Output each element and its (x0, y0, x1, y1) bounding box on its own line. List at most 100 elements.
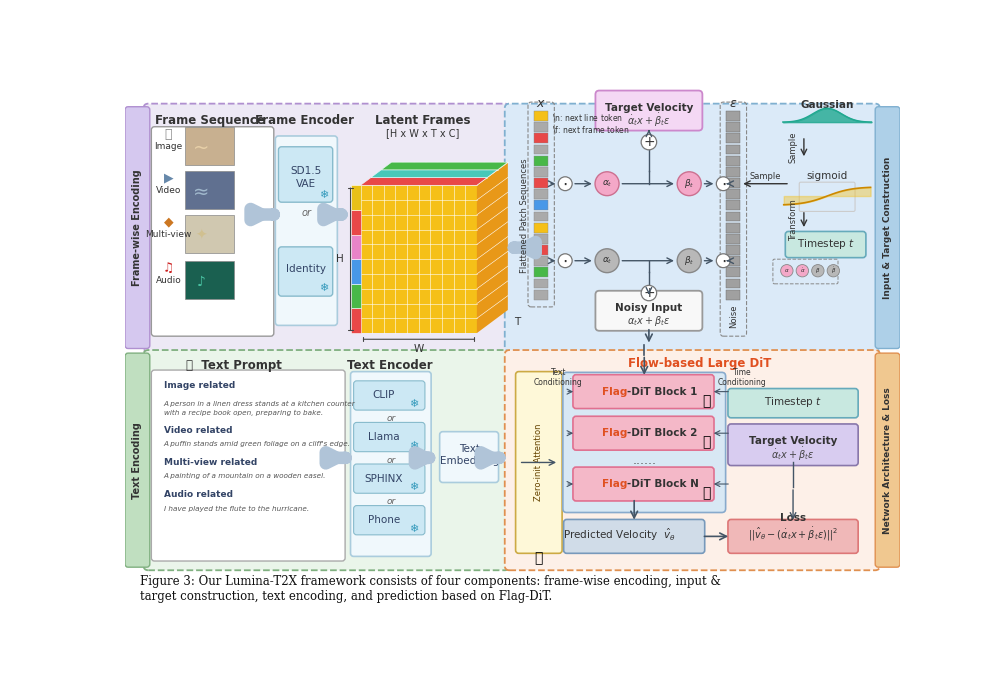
FancyBboxPatch shape (534, 122, 548, 132)
FancyBboxPatch shape (534, 223, 548, 233)
Text: Frame Sequence: Frame Sequence (155, 114, 265, 127)
Text: 🔥: 🔥 (702, 486, 710, 500)
Text: A puffin stands amid green foliage on a cliff's edge.: A puffin stands amid green foliage on a … (164, 441, 351, 447)
FancyBboxPatch shape (125, 107, 150, 349)
Text: 📝  Text Prompt: 📝 Text Prompt (186, 359, 281, 372)
Text: $\cdot$: $\cdot$ (562, 252, 568, 269)
Text: -DiT Block N: -DiT Block N (627, 479, 699, 489)
FancyBboxPatch shape (144, 350, 509, 570)
Text: with a recipe book open, preparing to bake.: with a recipe book open, preparing to ba… (164, 410, 323, 417)
Text: $+$: $+$ (643, 135, 655, 149)
FancyBboxPatch shape (726, 290, 740, 300)
FancyBboxPatch shape (185, 127, 234, 166)
Text: A painting of a mountain on a wooden easel.: A painting of a mountain on a wooden eas… (164, 473, 326, 479)
FancyBboxPatch shape (351, 210, 361, 235)
Circle shape (716, 254, 730, 267)
Circle shape (677, 249, 701, 273)
FancyBboxPatch shape (875, 107, 900, 349)
FancyBboxPatch shape (354, 464, 425, 493)
FancyBboxPatch shape (278, 147, 333, 202)
Text: Phone: Phone (368, 515, 400, 525)
Text: $\cdot$: $\cdot$ (562, 174, 568, 193)
Text: [H x W x T x C]: [H x W x T x C] (386, 128, 459, 138)
Text: Audio: Audio (156, 276, 181, 285)
Text: Text
Embedding: Text Embedding (440, 444, 499, 466)
Text: VAE: VAE (296, 179, 316, 189)
FancyBboxPatch shape (534, 144, 548, 155)
Text: Noisy Input: Noisy Input (615, 304, 683, 313)
FancyBboxPatch shape (726, 111, 740, 121)
FancyBboxPatch shape (726, 122, 740, 132)
FancyBboxPatch shape (351, 259, 361, 284)
Text: Image: Image (154, 142, 183, 151)
Text: $\cdot$: $\cdot$ (721, 174, 726, 193)
Text: ◆: ◆ (164, 215, 173, 228)
Text: Audio related: Audio related (164, 490, 233, 499)
Text: Figure 3: Our Lumina-T2X framework consists of four components: frame-wise encod: Figure 3: Our Lumina-T2X framework consi… (140, 575, 721, 603)
FancyBboxPatch shape (351, 371, 431, 556)
Circle shape (641, 135, 657, 150)
Text: CLIP: CLIP (373, 391, 395, 400)
FancyBboxPatch shape (595, 291, 702, 331)
FancyBboxPatch shape (534, 256, 548, 266)
FancyBboxPatch shape (185, 261, 234, 299)
Text: Image related: Image related (164, 381, 235, 390)
Text: 🔥: 🔥 (702, 436, 710, 449)
Text: $\dot{\beta}$: $\dot{\beta}$ (831, 265, 836, 276)
Circle shape (781, 265, 793, 277)
Text: Timestep $t$: Timestep $t$ (764, 395, 822, 410)
Text: ❄: ❄ (319, 189, 328, 200)
Text: Timestep $t$: Timestep $t$ (797, 237, 855, 251)
Polygon shape (381, 162, 508, 170)
FancyBboxPatch shape (351, 235, 361, 259)
Text: Flag: Flag (602, 386, 627, 397)
Text: $\beta_t$: $\beta_t$ (684, 177, 694, 190)
Polygon shape (477, 162, 508, 333)
FancyBboxPatch shape (275, 136, 337, 326)
Text: $+$: $+$ (643, 286, 655, 300)
FancyBboxPatch shape (534, 133, 548, 143)
Text: Flag: Flag (602, 428, 627, 438)
Circle shape (558, 254, 572, 267)
FancyBboxPatch shape (534, 290, 548, 300)
Text: 🔥: 🔥 (535, 551, 543, 565)
Text: Gaussian: Gaussian (800, 100, 854, 110)
Text: Input & Target Construction: Input & Target Construction (883, 157, 892, 299)
Text: $\alpha$: $\alpha$ (784, 267, 790, 274)
FancyBboxPatch shape (151, 370, 345, 561)
Polygon shape (371, 170, 498, 178)
Text: or: or (387, 456, 396, 464)
FancyBboxPatch shape (728, 519, 858, 553)
Text: ~: ~ (193, 139, 209, 158)
Text: $x$: $x$ (536, 97, 546, 110)
FancyBboxPatch shape (185, 215, 234, 253)
Text: Text
Conditioning: Text Conditioning (534, 368, 583, 387)
Text: Noise: Noise (729, 304, 738, 328)
Text: $\dot{\alpha}_t x + \dot{\beta}_t \varepsilon$: $\dot{\alpha}_t x + \dot{\beta}_t \varep… (771, 446, 815, 463)
Text: $\alpha_t x + \beta_t \varepsilon$: $\alpha_t x + \beta_t \varepsilon$ (627, 314, 671, 328)
Text: sigmoid: sigmoid (807, 171, 848, 181)
FancyBboxPatch shape (144, 104, 509, 352)
Text: T: T (514, 317, 520, 326)
Circle shape (716, 176, 730, 191)
Text: Network Architecture & Loss: Network Architecture & Loss (883, 386, 892, 534)
FancyBboxPatch shape (573, 375, 714, 408)
FancyBboxPatch shape (875, 353, 900, 567)
FancyBboxPatch shape (351, 185, 361, 210)
Text: ⛶: ⛶ (165, 128, 172, 141)
FancyBboxPatch shape (785, 231, 866, 258)
Text: ≈: ≈ (193, 183, 209, 202)
Text: or: or (387, 414, 396, 423)
Text: Flag: Flag (602, 479, 627, 489)
FancyBboxPatch shape (726, 133, 740, 143)
FancyBboxPatch shape (354, 423, 425, 451)
Text: ❄: ❄ (319, 283, 328, 293)
FancyBboxPatch shape (534, 111, 548, 121)
Text: ......: ...... (632, 454, 656, 467)
Text: -DiT Block 2: -DiT Block 2 (627, 428, 698, 438)
FancyBboxPatch shape (534, 267, 548, 277)
Circle shape (641, 285, 657, 301)
Text: W: W (414, 344, 424, 354)
Text: H: H (336, 254, 344, 264)
FancyBboxPatch shape (726, 156, 740, 166)
